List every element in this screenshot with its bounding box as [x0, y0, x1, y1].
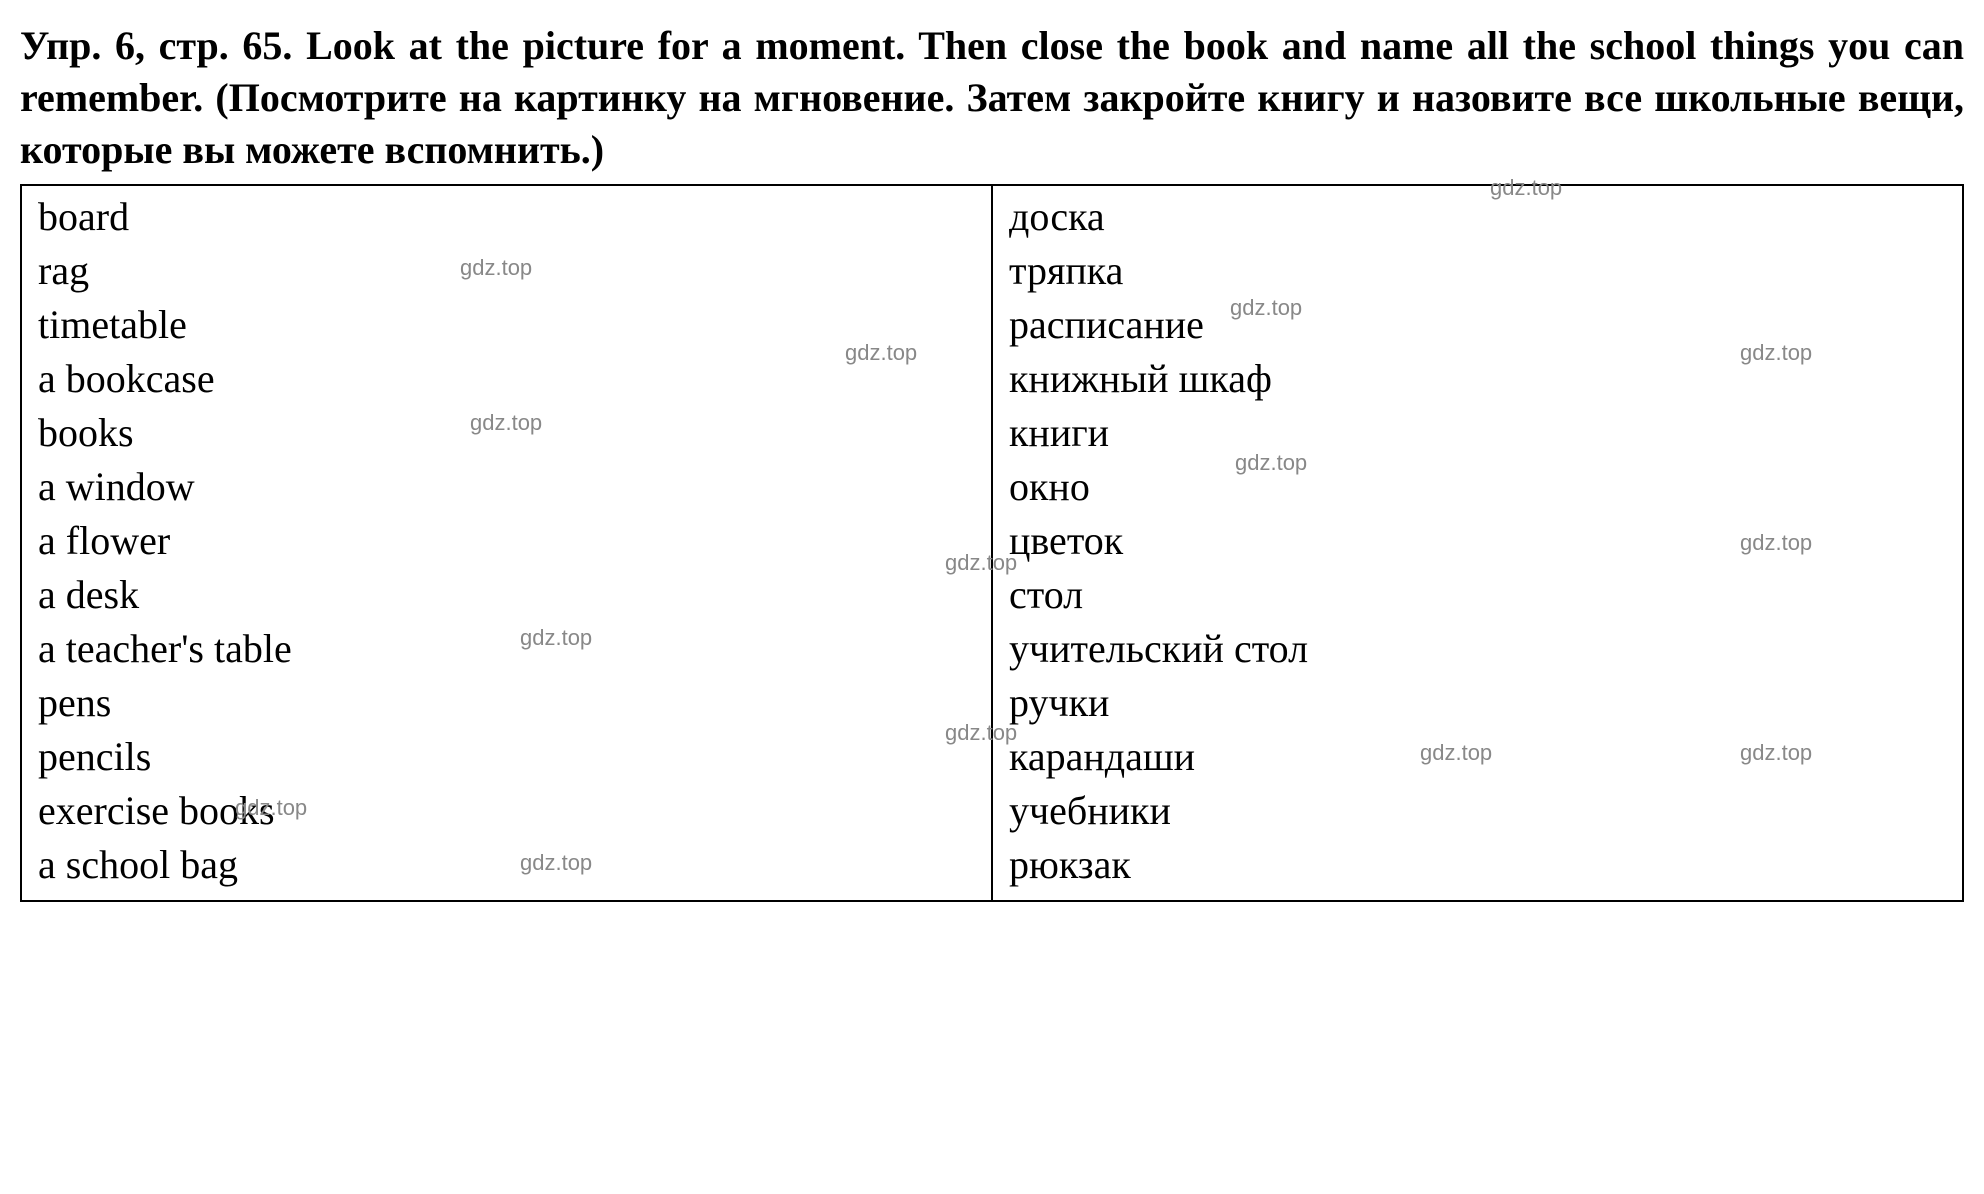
russian-column: доскатряпкарасписаниекнижный шкафкнигиок… — [992, 186, 1962, 900]
english-word: pens — [38, 676, 975, 730]
russian-word: цветок — [1009, 514, 1946, 568]
table-body: boardragtimetablea bookcasebooksa window… — [22, 186, 1962, 900]
english-word: a bookcase — [38, 352, 975, 406]
russian-word: окно — [1009, 460, 1946, 514]
english-word: a school bag — [38, 838, 975, 892]
vocabulary-table: boardragtimetablea bookcasebooksa window… — [22, 186, 1962, 900]
english-word: a teacher's table — [38, 622, 975, 676]
english-word: a window — [38, 460, 975, 514]
english-word: board — [38, 190, 975, 244]
english-word: rag — [38, 244, 975, 298]
russian-word: карандаши — [1009, 730, 1946, 784]
russian-word: расписание — [1009, 298, 1946, 352]
exercise-header: Упр. 6, стр. 65. Look at the picture for… — [20, 20, 1964, 176]
english-word: timetable — [38, 298, 975, 352]
russian-word: учительский стол — [1009, 622, 1946, 676]
english-word: exercise books — [38, 784, 975, 838]
english-column: boardragtimetablea bookcasebooksa window… — [22, 186, 992, 900]
russian-word: книжный шкаф — [1009, 352, 1946, 406]
table-row: boardragtimetablea bookcasebooksa window… — [22, 186, 1962, 900]
russian-word: стол — [1009, 568, 1946, 622]
russian-word: книги — [1009, 406, 1946, 460]
russian-word: тряпка — [1009, 244, 1946, 298]
english-word: pencils — [38, 730, 975, 784]
vocabulary-table-container: boardragtimetablea bookcasebooksa window… — [20, 184, 1964, 902]
russian-word: доска — [1009, 190, 1946, 244]
russian-word: учебники — [1009, 784, 1946, 838]
russian-word: ручки — [1009, 676, 1946, 730]
english-word: a desk — [38, 568, 975, 622]
russian-word: рюкзак — [1009, 838, 1946, 892]
english-word: a flower — [38, 514, 975, 568]
content-wrapper: Упр. 6, стр. 65. Look at the picture for… — [20, 20, 1964, 902]
english-word: books — [38, 406, 975, 460]
